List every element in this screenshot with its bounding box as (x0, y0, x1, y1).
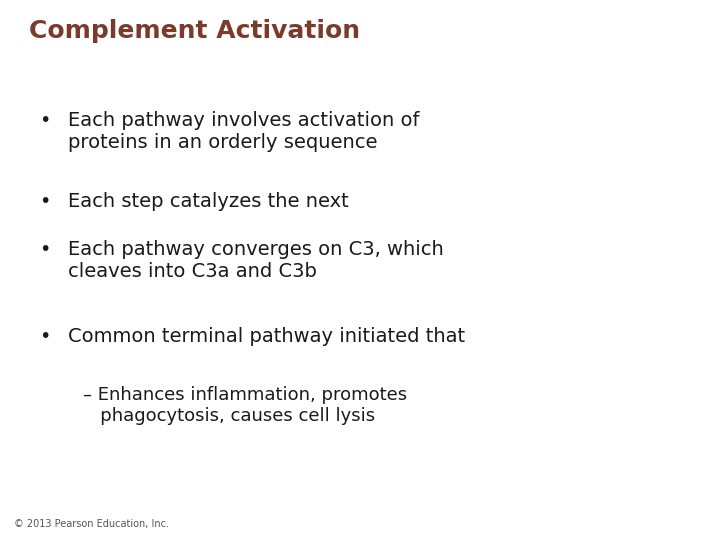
Text: •: • (40, 327, 51, 346)
Text: Each pathway involves activation of
proteins in an orderly sequence: Each pathway involves activation of prot… (68, 111, 420, 152)
Text: Complement Activation: Complement Activation (29, 19, 360, 43)
Text: •: • (40, 111, 51, 130)
Text: Each step catalyzes the next: Each step catalyzes the next (68, 192, 349, 211)
Text: © 2013 Pearson Education, Inc.: © 2013 Pearson Education, Inc. (14, 519, 169, 529)
Text: •: • (40, 240, 51, 259)
Text: Each pathway converges on C3, which
cleaves into C3a and C3b: Each pathway converges on C3, which clea… (68, 240, 444, 281)
Text: •: • (40, 192, 51, 211)
Text: – Enhances inflammation, promotes
   phagocytosis, causes cell lysis: – Enhances inflammation, promotes phagoc… (83, 386, 407, 425)
Text: Common terminal pathway initiated that: Common terminal pathway initiated that (68, 327, 466, 346)
